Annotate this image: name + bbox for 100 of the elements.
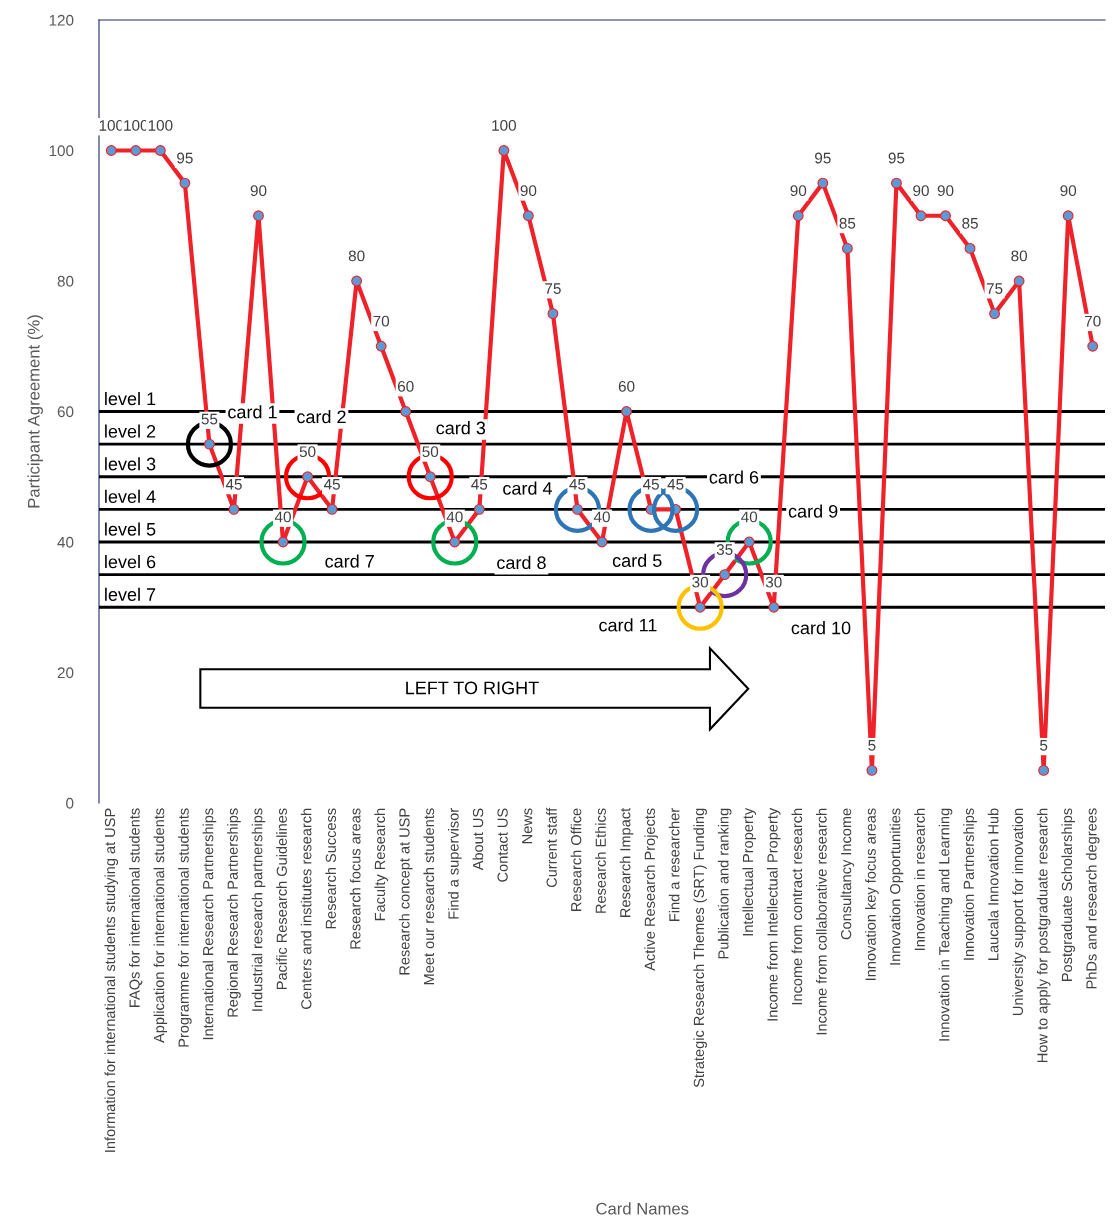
data-label: 75 (545, 283, 561, 294)
x-tick-label: Regional Research Partnerships (227, 808, 241, 1017)
point (154, 145, 166, 156)
point (130, 145, 142, 156)
x-tick-label: Innovation Opportunities (889, 808, 904, 965)
point (375, 340, 387, 352)
annotation: card 7 (325, 554, 374, 568)
point (768, 601, 780, 613)
y-axis-title: Participant Agreement (%) (27, 315, 43, 508)
x-tick-label: Industrial research partnerships (251, 808, 266, 1011)
x-tick-label: News (522, 808, 533, 844)
ref-line-label: level 4 (105, 489, 156, 504)
data-label: 70 (373, 315, 390, 327)
point (596, 536, 608, 548)
ref-line-label: level 3 (105, 457, 156, 471)
annotation: card 8 (497, 555, 546, 570)
point (253, 210, 264, 222)
x-tick-label: Programme for international students (178, 808, 192, 1047)
x-tick-label: About US (472, 808, 484, 871)
x-tick-label: Pacific Research Guidelines (276, 808, 287, 990)
y-tick-label: 20 (57, 667, 74, 679)
x-tick-label: Active Research Projects (644, 808, 658, 971)
y-tick-label: 80 (57, 275, 74, 287)
x-tick-label: Research Impact (619, 807, 634, 917)
annotation: card 5 (612, 553, 662, 567)
data-label: 90 (1060, 185, 1077, 197)
x-tick-label: Income from contract research (791, 808, 803, 1005)
data-label: 55 (201, 413, 218, 425)
data-label: 70 (1085, 315, 1101, 327)
data-label: 5 (1040, 740, 1048, 751)
x-tick-label: International Research Partnerships (202, 808, 217, 1040)
x-tick-label: Find a researcher (668, 808, 680, 921)
point (866, 764, 878, 776)
ref-line-label: level 6 (105, 555, 156, 569)
annotation: LEFT TO RIGHT (406, 681, 539, 695)
data-label: 45 (323, 479, 340, 490)
data-label: 80 (1011, 250, 1028, 262)
point (964, 242, 976, 254)
x-tick-label: Contact US (497, 808, 508, 882)
x-tick-label: Faculty Research (374, 808, 388, 921)
x-tick-label: Innovation key focus areas (865, 808, 879, 980)
point (891, 177, 902, 189)
x-axis-title: Card Names (596, 1202, 689, 1215)
x-tick-label: Publication and ranking (717, 808, 732, 959)
x-tick-label: Consultancy Income (840, 808, 855, 940)
annotation: card 2 (297, 410, 346, 424)
point (1013, 275, 1025, 287)
point (498, 145, 510, 156)
ref-line-label: level 2 (105, 424, 156, 438)
annotation: card 9 (788, 504, 838, 518)
data-label: 95 (815, 152, 831, 164)
x-tick-label: Meet our research students (423, 808, 435, 985)
x-tick-label: Income from Intellectual Property (766, 807, 781, 1021)
x-tick-label: Research concept at USP (398, 808, 413, 975)
y-tick-label: 100 (49, 145, 74, 157)
data-label: 40 (446, 511, 463, 523)
data-label: 60 (618, 381, 635, 392)
point (105, 145, 117, 156)
x-tick-label: Current staff (546, 807, 557, 888)
point (915, 210, 927, 222)
data-label: 40 (593, 511, 610, 523)
point (351, 275, 363, 287)
data-label: 90 (937, 185, 954, 197)
data-label: 90 (790, 185, 807, 197)
x-tick-label: Innovation Partnerships (963, 808, 977, 960)
data-label: 90 (250, 185, 267, 197)
x-tick-label: Application for international students (153, 808, 168, 1043)
x-tick-label: PhDs and research degrees (1085, 808, 1100, 989)
x-tick-label: How to apply for postgraduate research (1036, 808, 1051, 1062)
data-label: 5 (868, 740, 876, 751)
y-tick-label: 0 (66, 797, 74, 809)
ref-line-label: level 1 (105, 391, 156, 406)
x-tick-label: Centers and institutes research (300, 808, 312, 1009)
data-label: 45 (667, 479, 684, 490)
point (1087, 340, 1099, 352)
data-label: 35 (716, 544, 733, 555)
point (326, 503, 338, 515)
data-label: 30 (765, 576, 782, 588)
data-label: 85 (962, 217, 978, 229)
ref-line-label: level 7 (105, 587, 156, 601)
point (1062, 210, 1074, 222)
x-tick-label: University support for innovation (1012, 808, 1026, 1016)
point (841, 242, 853, 254)
data-label: 80 (348, 250, 365, 262)
point (792, 210, 804, 222)
point (817, 177, 829, 189)
point (989, 308, 1001, 320)
data-label: 45 (471, 479, 488, 490)
annotation: card 3 (436, 421, 486, 435)
point (522, 210, 534, 222)
data-label: 85 (839, 217, 856, 229)
point (228, 503, 240, 515)
point (400, 406, 412, 417)
x-tick-label: Strategic Research Themes (SRT) Funding (693, 808, 707, 1088)
annotation: card 11 (599, 618, 657, 632)
y-tick-label: 40 (57, 536, 74, 548)
point (940, 210, 951, 222)
point (1038, 764, 1050, 776)
data-label: 60 (397, 381, 414, 392)
annotation: card 1 (228, 405, 277, 419)
